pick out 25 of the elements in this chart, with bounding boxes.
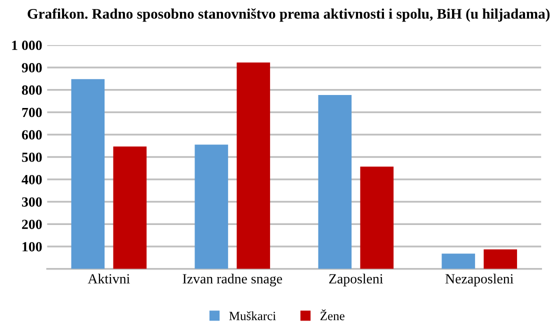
x-tick-label: Aktivni: [88, 274, 130, 284]
bar: [318, 94, 352, 269]
chart-title: Grafikon. Radno sposobno stanovništvo prema aktivnosti i spolu, BiH (u hiljadama): [28, 8, 550, 22]
legend-label: Žene: [320, 309, 344, 320]
y-tick-label: 900: [22, 63, 42, 72]
y-tick-label: 400: [22, 174, 42, 184]
x-tick-label: Izvan radne snage: [182, 274, 282, 286]
y-tick-label: 100: [22, 242, 42, 252]
y-tick-label: 600: [22, 130, 42, 140]
y-tick-label: 700: [22, 108, 42, 118]
bar: [194, 144, 228, 269]
y-tick-label: 800: [22, 85, 42, 95]
x-tick-label: Zaposleni: [329, 274, 384, 286]
bar: [113, 146, 147, 269]
y-tick-label: 200: [22, 220, 42, 230]
bar: [484, 249, 518, 269]
legend-label: Muškarci: [229, 311, 276, 320]
bar: [442, 254, 476, 269]
x-tick-label: Nezaposleni: [445, 274, 514, 286]
bar: [236, 62, 270, 269]
bar: [71, 79, 105, 269]
y-tick-label: 1 000: [12, 40, 42, 50]
y-tick-label: 500: [22, 152, 42, 162]
bar: [360, 166, 394, 269]
y-tick-label: 300: [22, 197, 42, 207]
